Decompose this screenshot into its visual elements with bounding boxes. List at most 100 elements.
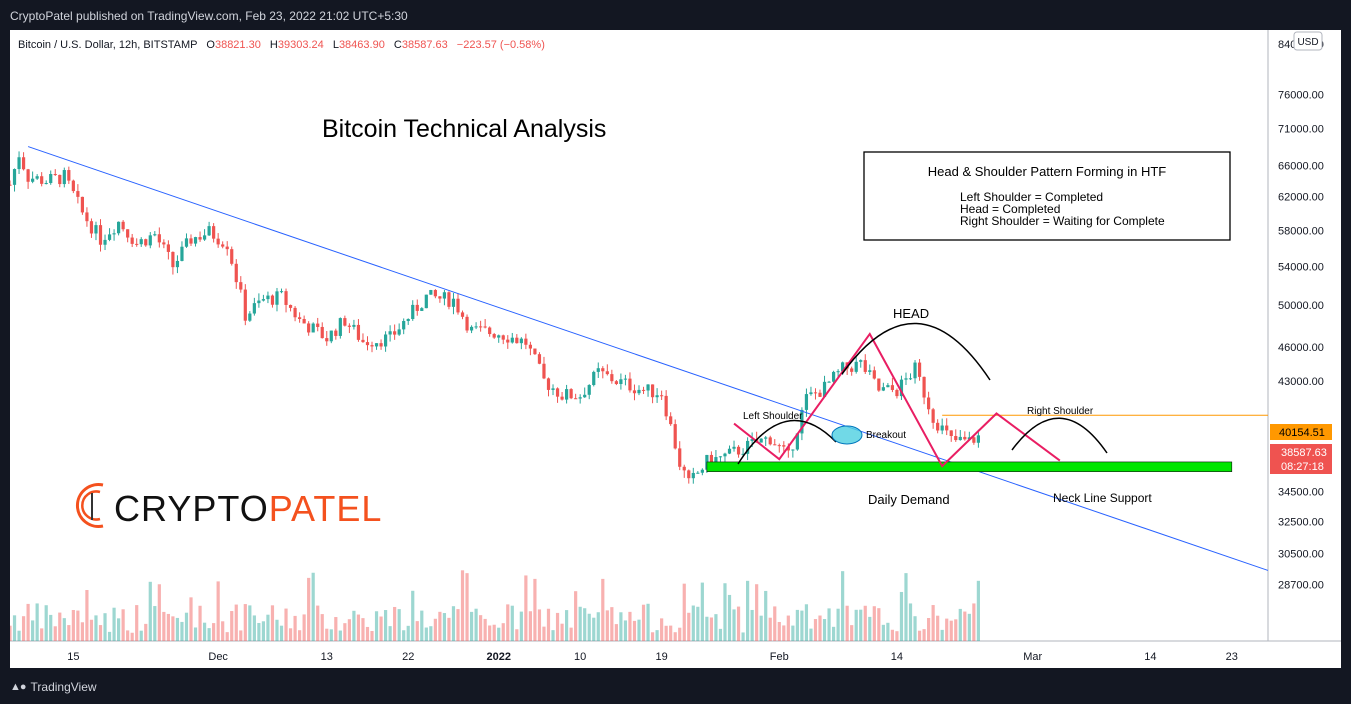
pattern-box-line-2: Head = Completed — [960, 202, 1060, 216]
volume-bar — [709, 617, 714, 641]
candle-body — [379, 343, 383, 347]
candle-body — [284, 291, 288, 305]
volume-bar — [936, 615, 940, 641]
chart-panel[interactable]: Bitcoin Technical Analysis Head & Should… — [8, 30, 1341, 668]
chart-title: Bitcoin Technical Analysis — [322, 115, 606, 143]
candle-body — [352, 324, 356, 327]
publisher-line: CryptoPatel published on TradingView.com… — [10, 9, 408, 23]
candle-body — [687, 470, 691, 479]
volume-bar — [117, 618, 121, 641]
candle-body — [492, 334, 496, 338]
candle-body — [818, 392, 822, 397]
volume-bar — [325, 628, 329, 641]
y-tick-label: 32500.00 — [1278, 517, 1324, 529]
volume-bar — [58, 612, 62, 641]
volume-bar — [302, 614, 306, 641]
volume-bar — [560, 623, 564, 641]
volume-bar — [40, 628, 44, 641]
volume-bar — [175, 617, 180, 641]
candle-body — [691, 472, 695, 479]
volume-bar — [234, 604, 238, 641]
volume-bar — [669, 625, 673, 641]
pattern-info-box — [863, 151, 1231, 241]
volume-bar — [189, 597, 193, 641]
pattern-box-line-3: Right Shoulder = Waiting for Complete — [960, 214, 1165, 228]
candle-body — [53, 174, 57, 176]
volume-bar — [976, 580, 980, 641]
volume-bar — [424, 627, 428, 641]
candles — [8, 151, 980, 484]
candle-body — [813, 392, 818, 394]
volume-bar — [904, 573, 908, 641]
volume-bar — [338, 630, 342, 641]
volume-bar — [497, 627, 501, 641]
volume-bar — [53, 626, 57, 641]
candle-body — [460, 312, 465, 317]
volume-bar — [139, 630, 143, 641]
volume-bar — [664, 625, 668, 641]
volume-bar — [510, 605, 514, 641]
candle-body — [551, 388, 555, 390]
candle-body — [175, 260, 180, 268]
candle-body — [619, 379, 623, 385]
volume-bar — [144, 623, 148, 641]
volume-bar — [854, 609, 858, 641]
volume-bar — [841, 571, 845, 641]
candle-body — [438, 296, 442, 299]
candle-body — [714, 457, 718, 466]
candle-body — [402, 321, 406, 330]
descending-trendline — [27, 146, 1269, 571]
volume-bar — [85, 589, 89, 641]
candle-body — [31, 178, 35, 182]
candle-body — [465, 316, 469, 331]
y-tick-label: 28700.00 — [1278, 579, 1324, 591]
candle-countdown: 08:27:18 — [1281, 461, 1324, 473]
candle-body — [17, 157, 21, 170]
candle-body — [628, 378, 632, 391]
candle-body — [958, 436, 962, 441]
candle-body — [646, 384, 650, 391]
candle-body — [863, 360, 867, 372]
x-tick-label: Mar — [1023, 651, 1042, 663]
volume-bar — [26, 603, 30, 641]
y-tick-label: 34500.00 — [1278, 487, 1324, 499]
candle-body — [940, 425, 944, 431]
price-chart[interactable]: Bitcoin Technical Analysis Head & Should… — [8, 30, 1341, 668]
candle-body — [451, 298, 456, 307]
volume-bar — [429, 626, 433, 641]
currency-button[interactable] — [1293, 31, 1323, 51]
resistance-price-tag — [1270, 424, 1332, 440]
volume-bar — [17, 630, 21, 641]
candle-body — [605, 371, 609, 375]
candle-body — [316, 323, 320, 327]
candle-body — [696, 472, 700, 474]
x-tick-label: Feb — [770, 651, 789, 663]
volume-bar — [479, 615, 483, 641]
symbol-name: Bitcoin / U.S. Dollar, 12h, BITSTAMP — [18, 39, 197, 51]
volume-bar — [822, 619, 827, 641]
candle-body — [560, 396, 564, 400]
volume-bar — [94, 615, 98, 641]
volume-bar — [623, 620, 628, 641]
candle-body — [972, 437, 976, 443]
resistance-price: 40154.51 — [1279, 427, 1325, 439]
volume-bar — [750, 609, 754, 641]
volume-bar — [415, 621, 419, 641]
volume-bar — [284, 608, 288, 641]
y-tick-label: 62000.00 — [1278, 192, 1324, 204]
volume-bar — [958, 608, 962, 641]
volume-bar — [270, 605, 275, 641]
candle-body — [519, 338, 523, 344]
volume-bar — [103, 613, 107, 641]
volume-bar — [741, 632, 745, 641]
candle-body — [700, 469, 704, 473]
volume-bar — [501, 623, 505, 641]
candle-body — [393, 331, 397, 335]
volume-bar — [650, 632, 655, 641]
candle-body — [266, 295, 270, 300]
candle-body — [963, 436, 967, 440]
candle-body — [98, 225, 103, 245]
volume-bar — [438, 611, 442, 641]
volume-bar — [121, 609, 125, 641]
volume-bar — [356, 614, 361, 641]
